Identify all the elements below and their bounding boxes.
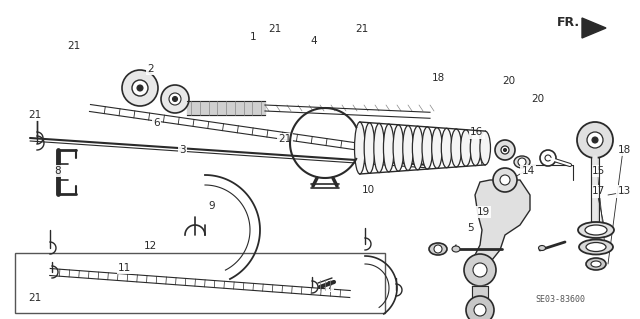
Text: 3: 3	[179, 145, 186, 155]
Text: 7: 7	[326, 280, 333, 291]
Ellipse shape	[429, 243, 447, 255]
Text: 18: 18	[432, 73, 445, 83]
Text: 15: 15	[592, 166, 605, 176]
Ellipse shape	[452, 246, 460, 252]
Circle shape	[474, 304, 486, 316]
Circle shape	[495, 140, 515, 160]
Text: 19: 19	[477, 207, 490, 217]
Ellipse shape	[586, 242, 606, 251]
Circle shape	[466, 296, 494, 319]
Polygon shape	[582, 18, 606, 38]
Circle shape	[161, 85, 189, 113]
Text: 21: 21	[269, 24, 282, 34]
Ellipse shape	[586, 258, 606, 270]
Ellipse shape	[591, 261, 601, 267]
Ellipse shape	[461, 130, 471, 166]
Text: 9: 9	[208, 201, 214, 211]
Circle shape	[122, 70, 158, 106]
Circle shape	[500, 175, 510, 185]
Text: 21: 21	[29, 293, 42, 303]
Polygon shape	[187, 101, 265, 115]
Ellipse shape	[364, 123, 375, 173]
Circle shape	[504, 149, 506, 152]
Ellipse shape	[403, 125, 413, 170]
Text: 8: 8	[54, 166, 61, 176]
Polygon shape	[472, 286, 488, 298]
Ellipse shape	[585, 225, 607, 235]
Text: 4: 4	[310, 36, 317, 47]
Text: 10: 10	[362, 185, 374, 195]
Ellipse shape	[579, 240, 613, 255]
Circle shape	[518, 158, 526, 166]
Circle shape	[501, 146, 509, 154]
Polygon shape	[470, 180, 530, 270]
Text: 11: 11	[118, 263, 131, 273]
Text: 13: 13	[618, 186, 630, 197]
Circle shape	[493, 168, 517, 192]
Text: 20: 20	[502, 76, 515, 86]
Text: 16: 16	[470, 127, 483, 137]
Circle shape	[137, 85, 143, 91]
Ellipse shape	[470, 130, 481, 166]
Text: 21: 21	[278, 134, 291, 144]
Circle shape	[464, 254, 496, 286]
Ellipse shape	[355, 122, 365, 174]
Ellipse shape	[451, 129, 461, 167]
Text: 18: 18	[618, 145, 630, 155]
Text: 21: 21	[355, 24, 368, 34]
Text: 21: 21	[29, 110, 42, 120]
Text: 6: 6	[154, 118, 160, 128]
Bar	[15, 253, 385, 313]
Ellipse shape	[412, 126, 423, 170]
Text: 20: 20	[531, 94, 544, 104]
Circle shape	[577, 122, 613, 158]
Circle shape	[132, 80, 148, 96]
Circle shape	[473, 263, 487, 277]
Ellipse shape	[383, 124, 394, 172]
Circle shape	[169, 93, 181, 105]
Text: 12: 12	[144, 241, 157, 251]
Circle shape	[434, 245, 442, 253]
Ellipse shape	[431, 128, 442, 168]
Ellipse shape	[480, 131, 490, 165]
Text: FR.: FR.	[557, 16, 580, 28]
Ellipse shape	[514, 156, 530, 168]
Text: SE03-83600: SE03-83600	[535, 295, 585, 305]
Circle shape	[592, 137, 598, 143]
Ellipse shape	[393, 125, 404, 171]
Ellipse shape	[578, 222, 614, 238]
Circle shape	[540, 150, 556, 166]
Text: 1: 1	[250, 32, 256, 42]
Circle shape	[587, 132, 603, 148]
Text: 17: 17	[592, 186, 605, 197]
Ellipse shape	[374, 123, 385, 173]
Text: 14: 14	[522, 166, 534, 176]
Text: 21: 21	[67, 41, 80, 51]
Text: 2: 2	[147, 63, 154, 74]
Text: 5: 5	[467, 223, 474, 233]
Ellipse shape	[538, 246, 545, 250]
Ellipse shape	[442, 128, 452, 168]
Ellipse shape	[422, 127, 433, 169]
Circle shape	[173, 97, 177, 101]
